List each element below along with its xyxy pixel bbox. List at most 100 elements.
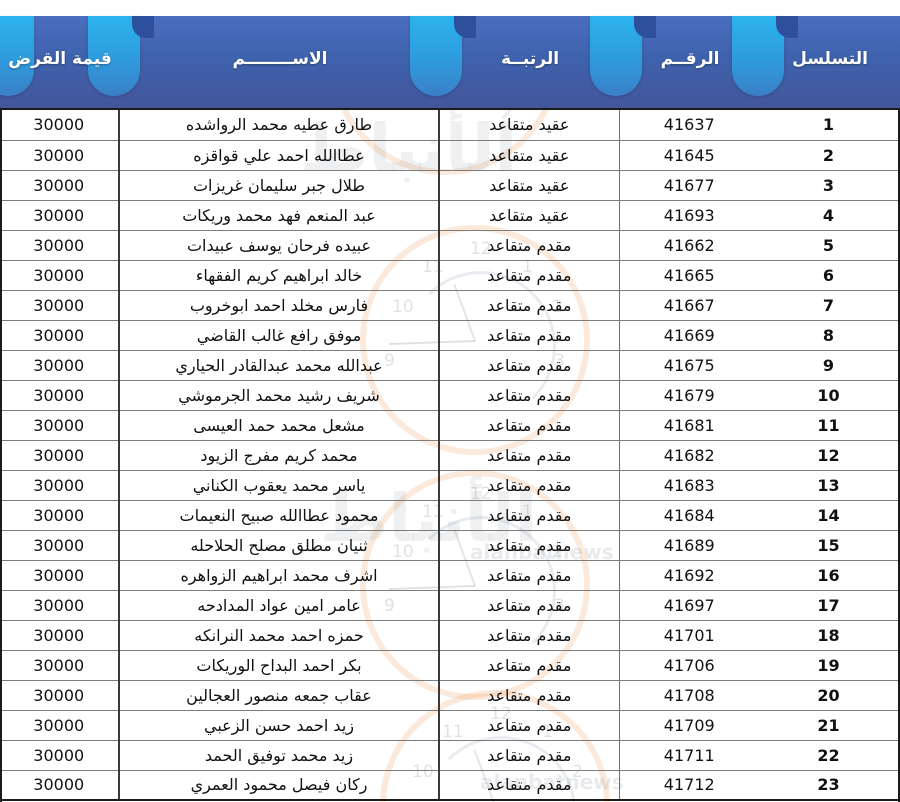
- cell-number: 41665: [618, 260, 759, 291]
- table-row[interactable]: 9 41675 مقدم متقاعد عبدالله محمد عبدالقادر …: [0, 350, 900, 381]
- cell-sequence: 11: [759, 410, 900, 441]
- table-row[interactable]: 21 41709 مقدم متقاعد زيد احمد حسن الزعبي 300…: [0, 710, 900, 741]
- cell-sequence: 10: [759, 380, 900, 411]
- cell-sequence: 6: [759, 260, 900, 291]
- cell-name: طلال جبر سليمان غريزات: [118, 170, 439, 201]
- cell-number: 41712: [618, 770, 759, 801]
- cell-rank: مقدم متقاعد: [438, 290, 619, 321]
- cell-loan-value: 30000: [0, 470, 119, 501]
- cell-rank: مقدم متقاعد: [438, 650, 619, 681]
- column-header-loan[interactable]: قيمة القرض: [8, 49, 112, 69]
- cell-name: محمد كريم مفرج الزيود: [118, 440, 439, 471]
- cell-rank: مقدم متقاعد: [438, 710, 619, 741]
- cell-sequence: 13: [759, 470, 900, 501]
- cell-rank: مقدم متقاعد: [438, 680, 619, 711]
- cell-sequence: 9: [759, 350, 900, 381]
- table-row[interactable]: 14 41684 مقدم متقاعد محمود عطاالله صبيح الن…: [0, 500, 900, 531]
- cell-number: 41693: [618, 200, 759, 231]
- cell-number: 41692: [618, 560, 759, 591]
- cell-loan-value: 30000: [0, 500, 119, 531]
- cell-name: عبيده فرحان يوسف عبيدات: [118, 230, 439, 261]
- column-header-rank[interactable]: الرتبــة: [500, 49, 560, 69]
- cell-sequence: 7: [759, 290, 900, 321]
- cell-loan-value: 30000: [0, 290, 119, 321]
- table-row[interactable]: 22 41711 مقدم متقاعد زيد محمد توفيق الحمد 30…: [0, 740, 900, 771]
- table-row[interactable]: 5 41662 مقدم متقاعد عبيده فرحان يوسف عبيدات…: [0, 230, 900, 261]
- cell-name: ركان فيصل محمود العمري: [118, 770, 439, 801]
- cell-name: موفق رافع غالب القاضي: [118, 320, 439, 351]
- column-tab-shadow-seq: [776, 16, 798, 38]
- cell-rank: عقيد متقاعد: [438, 110, 619, 141]
- column-header-num[interactable]: الرقــم: [660, 49, 720, 69]
- cell-name: فارس مخلد احمد ابوخروب: [118, 290, 439, 321]
- header-column-labels: التسلسل الرقــم الرتبــة الاســــــــم ق…: [0, 16, 900, 108]
- cell-name: بكر احمد البداح الوريكات: [118, 650, 439, 681]
- cell-rank: مقدم متقاعد: [438, 470, 619, 501]
- cell-number: 41645: [618, 140, 759, 171]
- cell-sequence: 22: [759, 740, 900, 771]
- table-left-border: [0, 108, 2, 802]
- column-header-name[interactable]: الاســــــــم: [232, 49, 328, 69]
- table-row[interactable]: 4 41693 عقيد متقاعد عبد المنعم فهد محمد وري…: [0, 200, 900, 231]
- cell-name: حمزه احمد محمد النرانكه: [118, 620, 439, 651]
- table-row[interactable]: 8 41669 مقدم متقاعد موفق رافع غالب القاضي 30…: [0, 320, 900, 351]
- column-tab-icon-loan: [0, 16, 34, 96]
- table-row[interactable]: 15 41689 مقدم متقاعد ثنيان مطلق مصلح الحلاح…: [0, 530, 900, 561]
- cell-name: عبدالله محمد عبدالقادر الحياري: [118, 350, 439, 381]
- table-row[interactable]: 19 41706 مقدم متقاعد بكر احمد البداح الوريك…: [0, 650, 900, 681]
- table-row[interactable]: 17 41697 مقدم متقاعد عامر امين عواد المدادح…: [0, 590, 900, 621]
- table-row[interactable]: 6 41665 مقدم متقاعد خالد ابراهيم كريم الفقه…: [0, 260, 900, 291]
- table-row[interactable]: 1 41637 عقيد متقاعد طارق عطيه محمد الرواشده…: [0, 110, 900, 141]
- cell-sequence: 23: [759, 770, 900, 801]
- cell-loan-value: 30000: [0, 770, 119, 801]
- cell-rank: مقدم متقاعد: [438, 560, 619, 591]
- cell-sequence: 1: [759, 110, 900, 141]
- column-tab-shadow-num: [634, 16, 656, 38]
- cell-name: زيد احمد حسن الزعبي: [118, 710, 439, 741]
- cell-number: 41711: [618, 740, 759, 771]
- table-row[interactable]: 11 41681 مقدم متقاعد مشعل محمد حمد العيسى 30…: [0, 410, 900, 441]
- cell-sequence: 8: [759, 320, 900, 351]
- cell-sequence: 5: [759, 230, 900, 261]
- column-header-seq[interactable]: التسلسل: [792, 49, 868, 69]
- table-row[interactable]: 16 41692 مقدم متقاعد اشرف محمد ابراهيم الزو…: [0, 560, 900, 591]
- loan-data-table: 1 41637 عقيد متقاعد طارق عطيه محمد الرواشده…: [0, 110, 900, 801]
- table-row[interactable]: 18 41701 مقدم متقاعد حمزه احمد محمد النرانك…: [0, 620, 900, 651]
- table-rows-container: 1 41637 عقيد متقاعد طارق عطيه محمد الرواشده…: [0, 110, 900, 801]
- cell-sequence: 21: [759, 710, 900, 741]
- cell-loan-value: 30000: [0, 590, 119, 621]
- cell-sequence: 15: [759, 530, 900, 561]
- cell-rank: مقدم متقاعد: [438, 350, 619, 381]
- table-row[interactable]: 7 41667 مقدم متقاعد فارس مخلد احمد ابوخروب 3…: [0, 290, 900, 321]
- cell-loan-value: 30000: [0, 440, 119, 471]
- cell-number: 41709: [618, 710, 759, 741]
- cell-loan-value: 30000: [0, 560, 119, 591]
- cell-loan-value: 30000: [0, 110, 119, 141]
- table-row[interactable]: 3 41677 عقيد متقاعد طلال جبر سليمان غريزات 3…: [0, 170, 900, 201]
- cell-loan-value: 30000: [0, 740, 119, 771]
- table-row[interactable]: 23 41712 مقدم متقاعد ركان فيصل محمود العمري…: [0, 770, 900, 801]
- cell-number: 41667: [618, 290, 759, 321]
- cell-number: 41669: [618, 320, 759, 351]
- cell-sequence: 12: [759, 440, 900, 471]
- table-row[interactable]: 20 41708 مقدم متقاعد عقاب جمعه منصور العجال…: [0, 680, 900, 711]
- cell-number: 41706: [618, 650, 759, 681]
- column-tab-icon-rank: [410, 16, 462, 96]
- cell-name: طارق عطيه محمد الرواشده: [118, 110, 439, 141]
- table-row[interactable]: 10 41679 مقدم متقاعد شريف رشيد محمد الجرموش…: [0, 380, 900, 411]
- cell-number: 41708: [618, 680, 759, 711]
- table-row[interactable]: 2 41645 عقيد متقاعد عطاالله احمد علي قواقزه…: [0, 140, 900, 171]
- cell-rank: مقدم متقاعد: [438, 500, 619, 531]
- cell-name: اشرف محمد ابراهيم الزواهره: [118, 560, 439, 591]
- cell-number: 41683: [618, 470, 759, 501]
- table-row[interactable]: 13 41683 مقدم متقاعد ياسر محمد يعقوب الكنان…: [0, 470, 900, 501]
- table-row[interactable]: 12 41682 مقدم متقاعد محمد كريم مفرج الزيود 3…: [0, 440, 900, 471]
- cell-name: ثنيان مطلق مصلح الحلاحله: [118, 530, 439, 561]
- column-tab-shadow-rank: [454, 16, 476, 38]
- cell-number: 41662: [618, 230, 759, 261]
- cell-sequence: 3: [759, 170, 900, 201]
- cell-rank: مقدم متقاعد: [438, 230, 619, 261]
- cell-sequence: 2: [759, 140, 900, 171]
- cell-loan-value: 30000: [0, 170, 119, 201]
